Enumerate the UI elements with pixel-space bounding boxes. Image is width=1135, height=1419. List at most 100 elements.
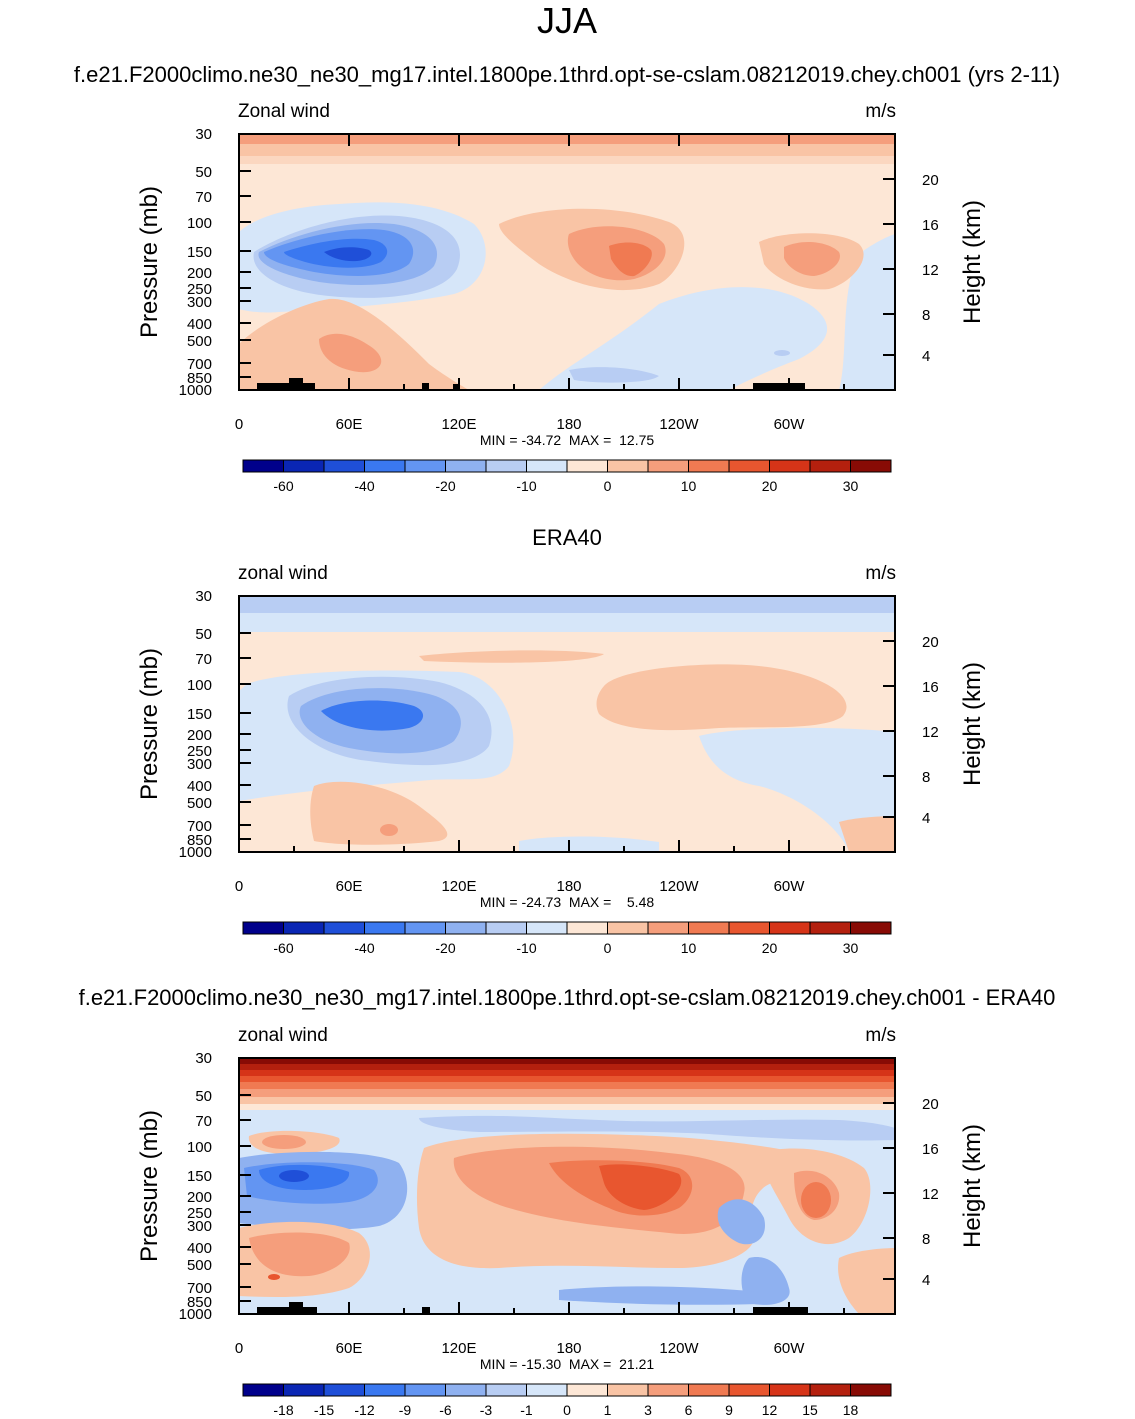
colorbar-box <box>485 1383 527 1397</box>
lower-westerly-far-east <box>839 816 895 852</box>
y-tick-label: 250 <box>187 281 212 298</box>
panel-2-stats: MIN = -24.73 MAX = 5.48 <box>480 894 655 910</box>
lower-westerly-core <box>380 824 398 836</box>
y-right-tick-label: 20 <box>922 634 939 651</box>
westerly-max-core <box>609 242 652 277</box>
colorbar-box <box>566 921 608 935</box>
colorbar-label: -10 <box>516 940 536 956</box>
colorbar-box <box>364 1383 406 1397</box>
colorbar-box <box>850 1383 892 1397</box>
colorbar-box <box>242 921 284 935</box>
x-tick-label: 180 <box>556 416 581 433</box>
colorbar-box <box>242 459 284 473</box>
panel-2-contour-field <box>239 596 895 852</box>
colorbar-label: 30 <box>843 940 859 956</box>
y-tick-label: 100 <box>187 677 212 694</box>
westerly-region <box>596 664 847 731</box>
panel-1-x-tick-labels: 0 60E 120E 180 120W 60W <box>235 416 805 433</box>
y-right-tick-label: 8 <box>922 769 930 786</box>
panel-3-contour-field <box>239 1058 895 1314</box>
y-tick-label: 500 <box>187 795 212 812</box>
y-right-tick-label: 4 <box>922 1272 930 1289</box>
easterly-jet-core <box>321 700 424 731</box>
y-tick-label: 300 <box>187 294 212 311</box>
negative-lower-belt <box>559 1286 759 1305</box>
y-tick-label: 30 <box>195 1050 212 1067</box>
colorbar-label: -1 <box>520 1402 533 1418</box>
panel-3-stats: MIN = -15.30 MAX = 21.21 <box>480 1356 655 1372</box>
colorbar-box <box>607 1383 649 1397</box>
y-tick-label: 200 <box>187 727 212 744</box>
colorbar-box <box>445 921 487 935</box>
y-tick-label: 850 <box>187 1294 212 1311</box>
y-tick-label: 300 <box>187 1218 212 1235</box>
colorbar-label: -40 <box>354 478 374 494</box>
colorbar-box <box>809 1383 851 1397</box>
y-tick-label: 250 <box>187 743 212 760</box>
y-right-tick-label: 8 <box>922 1231 930 1248</box>
band-top-6 <box>239 1082 895 1089</box>
colorbar-label: -40 <box>354 940 374 956</box>
colorbar-box <box>728 1383 770 1397</box>
y-tick-label: 700 <box>187 818 212 835</box>
colorbar-box <box>485 459 527 473</box>
colorbar-label: 1 <box>604 1402 612 1418</box>
colorbar-box <box>283 921 325 935</box>
y-tick-label: 300 <box>187 756 212 773</box>
colorbar-box <box>404 921 446 935</box>
colorbar-label: -60 <box>273 478 293 494</box>
y-tick-label: 400 <box>187 316 212 333</box>
y-tick-label: 200 <box>187 265 212 282</box>
panel-1-ylabel: Pressure (mb) <box>136 186 163 338</box>
colorbar-box <box>283 1383 325 1397</box>
x-tick-label: 180 <box>556 1340 581 1357</box>
westerly-region-2-inner <box>784 241 840 276</box>
panel-3-units: m/s <box>865 1025 896 1046</box>
x-tick-label: 60E <box>336 416 363 433</box>
colorbar-label: 12 <box>762 1402 778 1418</box>
colorbar-box <box>850 459 892 473</box>
y-tick-label: 150 <box>187 1168 212 1185</box>
panel-3-left-string: zonal wind <box>238 1025 328 1046</box>
colorbar-label: 30 <box>843 478 859 494</box>
colorbar-box <box>404 459 446 473</box>
negative-difference-core <box>279 1170 309 1182</box>
colorbar-label: -60 <box>273 940 293 956</box>
panel-3-title: f.e21.F2000climo.ne30_ne30_mg17.intel.18… <box>79 985 1056 1010</box>
colorbar-label: 0 <box>563 1402 571 1418</box>
panel-1: f.e21.F2000climo.ne30_ne30_mg17.intel.18… <box>74 62 1060 494</box>
colorbar-label: -9 <box>399 1402 412 1418</box>
y-tick-label: 100 <box>187 215 212 232</box>
y-tick-label: 400 <box>187 778 212 795</box>
colorbar-label: -10 <box>516 478 536 494</box>
topography <box>257 1302 808 1314</box>
lower-positive-far-east <box>838 1248 895 1314</box>
y-tick-label: 50 <box>195 626 212 643</box>
colorbar-box <box>769 921 811 935</box>
panel-2-x-tick-labels: 0 60E 120E 180 120W 60W <box>235 878 805 895</box>
y-tick-label: 500 <box>187 333 212 350</box>
band-top-easterly <box>239 596 895 613</box>
lower-westerly-region <box>310 781 448 845</box>
x-tick-label: 60W <box>774 878 806 895</box>
y-tick-label: 700 <box>187 1280 212 1297</box>
y-tick-label: 1000 <box>179 1306 212 1323</box>
panel-3-y-tick-labels: 30 50 70 100 150 200 250 300 400 500 700… <box>179 1050 212 1323</box>
x-tick-label: 120E <box>441 878 476 895</box>
colorbar-label: 10 <box>681 940 697 956</box>
colorbar-box <box>526 459 568 473</box>
easterly-jet-core <box>324 247 372 262</box>
panel-3: f.e21.F2000climo.ne30_ne30_mg17.intel.18… <box>79 985 1056 1418</box>
colorbar-box <box>445 459 487 473</box>
lower-westerly-core <box>319 333 382 373</box>
colorbar-box <box>566 459 608 473</box>
colorbar-box <box>647 459 689 473</box>
panel-3-ticks <box>238 1057 895 1314</box>
colorbar-label: 9 <box>725 1402 733 1418</box>
panel-3-colorbar: -18 -15 -12 -9 -6 -3 -1 0 1 3 6 9 12 15 18 <box>242 1383 892 1418</box>
colorbar-label: -18 <box>273 1402 293 1418</box>
colorbar-box <box>242 1383 284 1397</box>
panel-2-y-tick-labels: 30 50 70 100 150 200 250 300 400 500 700… <box>179 588 212 861</box>
colorbar-box <box>647 921 689 935</box>
